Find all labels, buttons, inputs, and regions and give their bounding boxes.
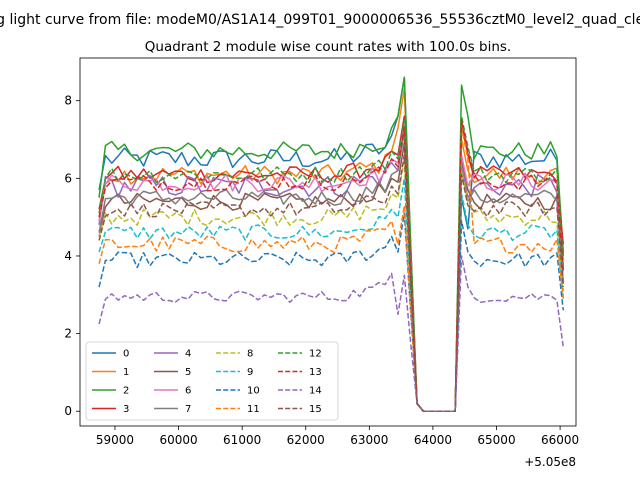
x-tick-label: 60000 — [159, 433, 197, 447]
series-line-13 — [98, 119, 565, 412]
y-tick-label: 4 — [64, 249, 72, 263]
series-line-8 — [98, 158, 565, 412]
legend-label-14: 14 — [309, 386, 322, 397]
series-line-5 — [98, 142, 565, 412]
x-tick-label: 62000 — [287, 433, 325, 447]
legend-label-12: 12 — [309, 349, 322, 360]
x-tick-label: 64000 — [414, 433, 452, 447]
figure-suptitle: Plotting light curve from file: modeM0/A… — [0, 12, 640, 28]
x-offset-label: +5.05e8 — [524, 455, 576, 469]
series-line-1 — [98, 88, 565, 412]
y-tick-label: 2 — [64, 327, 72, 341]
series-line-9 — [98, 177, 565, 412]
legend-label-10: 10 — [247, 386, 260, 397]
legend-label-11: 11 — [247, 404, 260, 415]
series-line-14 — [98, 255, 565, 412]
legend-label-2: 2 — [123, 386, 129, 397]
series-line-12 — [98, 115, 565, 412]
x-tick-label: 65000 — [477, 433, 515, 447]
legend-label-7: 7 — [185, 404, 191, 415]
legend-label-5: 5 — [185, 367, 191, 378]
y-tick-label: 0 — [64, 404, 72, 418]
legend-label-3: 3 — [123, 404, 129, 415]
x-tick-label: 63000 — [350, 433, 388, 447]
y-tick-label: 8 — [64, 94, 72, 108]
x-axis: 59000 60000 61000 62000 63000 64000 65000 66000 — [96, 426, 579, 447]
series-line-2 — [98, 76, 565, 412]
legend-label-13: 13 — [309, 367, 322, 378]
legend-label-6: 6 — [185, 386, 191, 397]
y-tick-label: 6 — [64, 171, 72, 185]
legend-label-0: 0 — [123, 349, 129, 360]
series-line-3 — [98, 115, 565, 412]
x-tick-label: 59000 — [96, 433, 134, 447]
legend-label-4: 4 — [185, 349, 191, 360]
legend-label-8: 8 — [247, 349, 253, 360]
axes-title: Quadrant 2 module wise count rates with … — [145, 39, 511, 55]
series-line-4 — [98, 131, 565, 412]
series-line-10 — [98, 212, 565, 412]
series-line-0 — [98, 76, 565, 412]
series-line-15 — [98, 154, 565, 412]
legend-label-1: 1 — [123, 367, 129, 378]
legend-label-9: 9 — [247, 367, 253, 378]
series-line-7 — [98, 131, 565, 412]
legend-label-15: 15 — [309, 404, 322, 415]
x-tick-label: 61000 — [223, 433, 261, 447]
y-axis: 0 2 4 6 8 — [64, 94, 80, 418]
plot-frame — [79, 57, 577, 427]
series-layer — [98, 76, 565, 412]
legend-box — [85, 341, 339, 421]
series-line-11 — [98, 127, 565, 412]
x-tick-label: 66000 — [541, 433, 579, 447]
series-line-6 — [98, 123, 565, 412]
